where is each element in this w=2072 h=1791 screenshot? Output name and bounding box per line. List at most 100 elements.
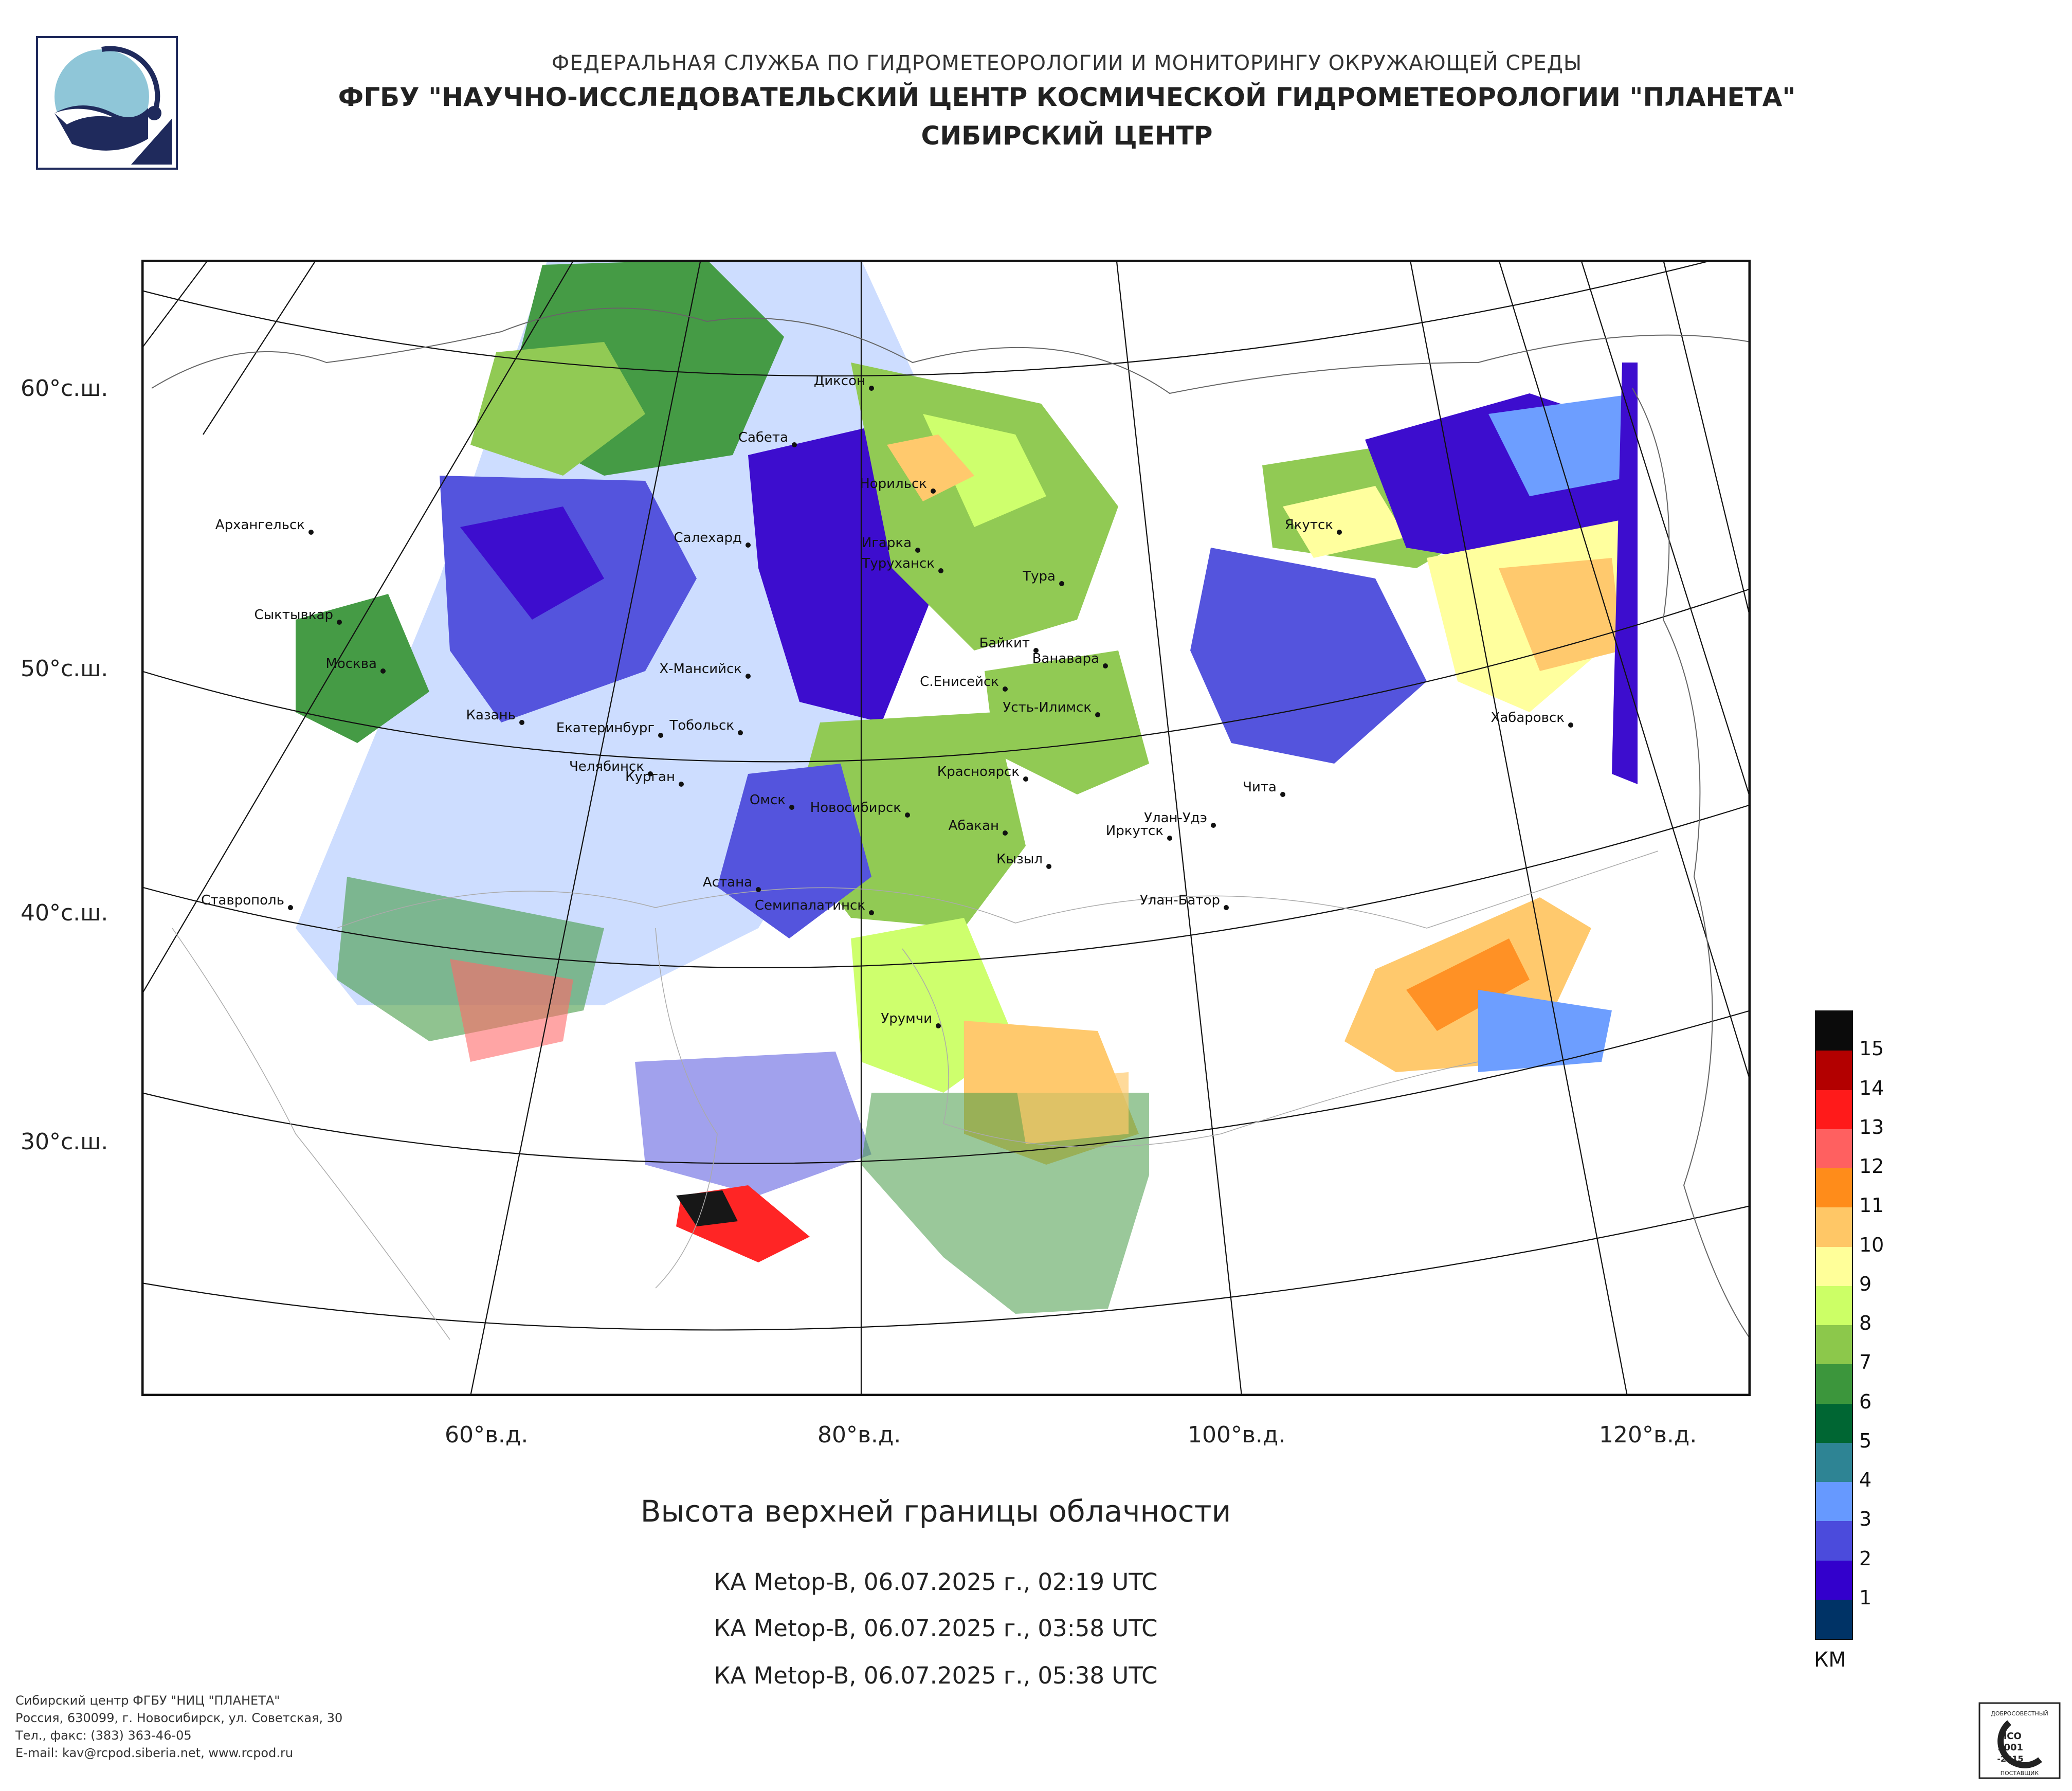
city-dot	[288, 905, 293, 910]
legend-swatch	[1816, 1364, 1852, 1404]
city-dot	[1211, 823, 1216, 828]
city-dot	[1337, 530, 1342, 535]
footer-phone: Тел., факс: (383) 363-46-05	[15, 1728, 192, 1743]
city-label: Новосибирск	[810, 800, 901, 816]
city-dot	[938, 568, 943, 573]
city-label: Якутск	[1285, 517, 1333, 533]
city-dot	[746, 542, 751, 548]
iso-code-1: ИСО	[1999, 1731, 2022, 1742]
city-dot	[756, 887, 761, 892]
satellite-pass-2: КА Metop-B, 06.07.2025 г., 03:58 UTC	[714, 1615, 1158, 1642]
city-label: Челябинск	[569, 759, 644, 774]
city-label: Ванавара	[1032, 651, 1099, 666]
legend-label: 1	[1859, 1586, 1872, 1609]
city-label: Кызыл	[996, 852, 1043, 867]
legend-label: 8	[1859, 1312, 1872, 1334]
legend-swatch	[1816, 1286, 1852, 1325]
city-label: Абакан	[949, 818, 999, 834]
legend-swatch	[1816, 1129, 1852, 1168]
city-dot	[1103, 663, 1108, 668]
legend-label: 2	[1859, 1547, 1872, 1570]
legend-label: 4	[1859, 1469, 1872, 1491]
city-label: Красноярск	[937, 764, 1020, 780]
city-label: Сыктывкар	[254, 607, 333, 623]
city-dot	[1023, 776, 1028, 782]
iso-bottom-text: ПОСТАВЩИК	[2001, 1770, 2039, 1777]
branch-title: СИБИРСКИЙ ЦЕНТР	[921, 121, 1213, 151]
legend-label: 15	[1859, 1037, 1884, 1060]
lon-label-80: 80°в.д.	[817, 1422, 901, 1448]
city-label: Иркутск	[1106, 823, 1164, 839]
legend-unit: КМ	[1814, 1648, 1846, 1672]
legend-swatch	[1816, 1599, 1852, 1639]
city-dot	[1003, 830, 1008, 836]
city-label: Омск	[750, 792, 786, 808]
city-dot	[519, 720, 524, 725]
legend-label: 13	[1859, 1115, 1884, 1138]
lon-label-120: 120°в.д.	[1599, 1422, 1697, 1448]
graticule	[141, 260, 1751, 1396]
legend-label: 6	[1859, 1390, 1872, 1413]
iso-top-text: ДОБРОСОВЕСТНЫЙ	[1991, 1710, 2048, 1717]
city-dot	[1059, 581, 1064, 586]
city-label: Казань	[466, 708, 516, 723]
city-dot	[1224, 905, 1229, 910]
lat-label-60: 60°с.ш.	[21, 375, 108, 402]
city-label: Норильск	[860, 476, 927, 492]
city-dot	[915, 548, 920, 553]
city-label: С.Енисейск	[920, 674, 999, 690]
legend-swatch	[1816, 1442, 1852, 1482]
city-dot	[679, 782, 684, 787]
legend-swatch	[1816, 1325, 1852, 1365]
city-dot	[658, 733, 663, 738]
coastline	[151, 307, 1751, 1340]
city-label: Урумчи	[881, 1011, 932, 1026]
city-label: Улан-Удэ	[1144, 810, 1207, 826]
city-dot	[905, 812, 910, 818]
city-dot	[792, 442, 797, 447]
city-label: Салехард	[674, 530, 742, 546]
agency-title: ФЕДЕРАЛЬНАЯ СЛУЖБА ПО ГИДРОМЕТЕОРОЛОГИИ …	[551, 51, 1583, 75]
legend-swatch	[1816, 1051, 1852, 1090]
iso-code-2: 9001	[1997, 1742, 2023, 1753]
city-label: Тура	[1022, 569, 1056, 584]
center-title: ФГБУ "НАУЧНО-ИССЛЕДОВАТЕЛЬСКИЙ ЦЕНТР КОС…	[338, 82, 1796, 112]
legend-swatch	[1816, 1090, 1852, 1129]
city-label: Тобольск	[669, 718, 734, 733]
borders	[172, 851, 1659, 1340]
city-dot	[869, 386, 874, 391]
city-dot	[380, 668, 386, 674]
city-dot	[337, 620, 342, 625]
city-dot	[1033, 648, 1039, 653]
city-label: Диксон	[814, 373, 865, 389]
city-dot	[869, 910, 874, 915]
iso-code-3: -2015	[1997, 1754, 2023, 1764]
city-dot	[1095, 712, 1100, 717]
city-markers: Диксон Сабета Норильск Архангельск Салехард И…	[201, 373, 1573, 1028]
cloud-top-height-map: Диксон Сабета Норильск Архангельск Салехард И…	[141, 260, 1751, 1396]
city-label: Архангельск	[215, 517, 305, 533]
footer-email: E-mail: kav@rcpod.siberia.net, www.rcpod…	[15, 1746, 294, 1760]
city-label: Ставрополь	[201, 893, 284, 908]
city-dot	[789, 805, 794, 810]
legend-label: 9	[1859, 1272, 1872, 1295]
city-label: Улан-Батор	[1140, 893, 1220, 908]
footer-org: Сибирский центр ФГБУ "НИЦ "ПЛАНЕТА"	[15, 1693, 280, 1708]
legend-swatch	[1816, 1560, 1852, 1600]
city-label: Байкит	[979, 636, 1030, 651]
satellite-pass-3: КА Metop-B, 06.07.2025 г., 05:38 UTC	[714, 1662, 1158, 1689]
city-dot	[1167, 836, 1172, 841]
legend-swatch	[1816, 1168, 1852, 1208]
legend-label: 5	[1859, 1429, 1872, 1452]
city-dot	[1280, 792, 1285, 797]
city-dot	[936, 1023, 941, 1028]
city-label: Туруханск	[862, 556, 935, 571]
contact-footer: Сибирский центр ФГБУ "НИЦ "ПЛАНЕТА" Росс…	[15, 1692, 342, 1762]
city-label: Хабаровск	[1491, 710, 1565, 726]
city-dot	[308, 530, 314, 535]
planeta-logo	[36, 36, 178, 170]
legend-label: 14	[1859, 1076, 1884, 1099]
legend-swatch	[1816, 1207, 1852, 1247]
city-label: Астана	[703, 875, 752, 890]
city-label: Усть-Илимск	[1003, 700, 1092, 715]
